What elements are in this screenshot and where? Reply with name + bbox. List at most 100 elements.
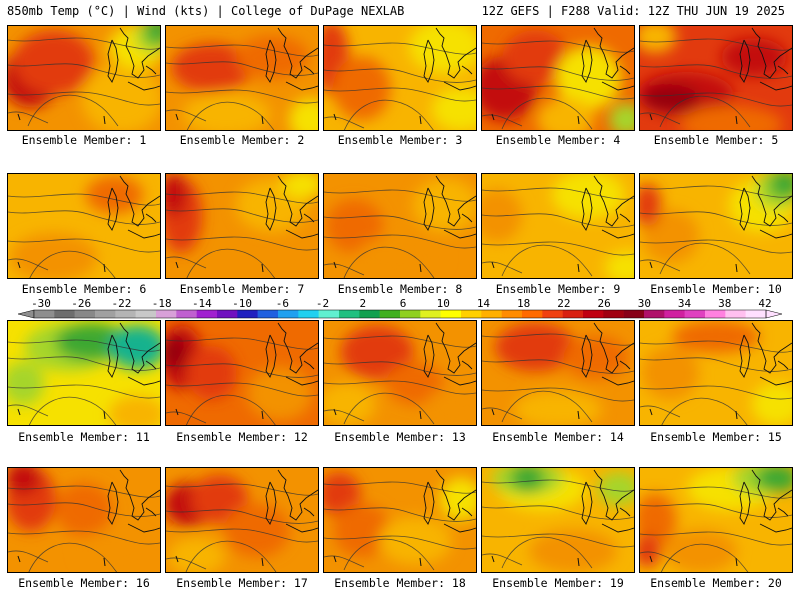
temperature-region <box>641 346 700 400</box>
temperature-region <box>108 325 160 369</box>
coastline <box>581 27 634 91</box>
height-contour <box>324 535 476 550</box>
temperature-region <box>755 468 792 493</box>
colorbar-segment <box>400 310 421 318</box>
height-contour <box>482 387 634 402</box>
colorbar-segment <box>542 310 563 318</box>
height-contour <box>8 502 160 517</box>
height-contour <box>482 333 634 346</box>
height-contour <box>166 483 318 496</box>
colorbar-segment <box>420 310 441 318</box>
temperature-region <box>324 382 376 425</box>
height-contour <box>166 109 207 122</box>
height-contour <box>185 540 277 572</box>
height-contour <box>482 359 634 374</box>
coastline <box>461 213 473 223</box>
wind-barb <box>577 410 580 420</box>
colorbar-tick-label: 26 <box>597 297 610 310</box>
ensemble-member-map <box>323 173 477 279</box>
height-contour <box>324 555 365 568</box>
temperature-region <box>8 468 41 495</box>
wind-barb <box>17 555 21 563</box>
colorbar-segment <box>359 310 380 318</box>
colorbar-tick-label: 30 <box>638 297 651 310</box>
height-contour <box>640 64 792 79</box>
height-contour <box>640 357 792 372</box>
temperature-region <box>378 516 452 565</box>
height-contour <box>482 85 634 100</box>
coastline <box>619 360 631 370</box>
ensemble-member-map <box>165 467 319 573</box>
height-contour <box>482 407 523 420</box>
height-contour <box>640 92 792 107</box>
colorbar-segment <box>54 310 75 318</box>
temperature-region <box>325 199 384 253</box>
temperature-region <box>166 174 188 217</box>
temperature-region <box>439 477 476 521</box>
temperature-region <box>13 30 94 95</box>
height-contour <box>640 503 792 518</box>
ensemble-member-map <box>7 467 161 573</box>
colorbar-segment <box>176 310 197 318</box>
wind-barb <box>175 408 179 416</box>
temperature-region <box>8 361 45 405</box>
coastline <box>145 507 157 517</box>
ensemble-member-map <box>165 320 319 426</box>
height-contour <box>482 479 634 492</box>
colorbar-segment <box>522 310 543 318</box>
height-contour <box>8 238 160 253</box>
height-contour <box>640 340 792 353</box>
temperature-region <box>664 529 738 572</box>
coastline <box>145 360 157 370</box>
colorbar-segment <box>664 310 685 318</box>
coastline <box>739 469 792 533</box>
coastline <box>265 175 318 239</box>
coastline <box>777 507 789 517</box>
temperature-region <box>672 321 760 353</box>
height-contour <box>640 531 792 546</box>
colorbar-segment <box>725 310 746 318</box>
height-contour <box>659 95 751 128</box>
ensemble-member-map <box>7 320 161 426</box>
coastline <box>581 175 634 239</box>
height-contour <box>324 234 476 249</box>
temperature-region <box>640 534 662 568</box>
height-contour <box>324 335 476 348</box>
coastline <box>619 65 631 75</box>
height-contour <box>482 187 634 200</box>
colorbar-arrow-low <box>17 309 35 319</box>
colorbar-segment <box>501 310 523 318</box>
wind-barb <box>419 410 422 420</box>
height-contour <box>166 363 318 378</box>
temperature-region <box>190 475 248 524</box>
height-contour <box>324 409 365 422</box>
height-contour <box>27 94 119 127</box>
height-contour <box>8 210 160 225</box>
colorbar-segment <box>705 310 726 318</box>
height-contour <box>324 215 476 230</box>
ensemble-member-label: Ensemble Member: 10 <box>650 282 782 296</box>
height-contour <box>324 116 365 129</box>
wind-barb <box>175 555 179 563</box>
colorbar-segment <box>115 310 136 318</box>
coastline <box>423 175 476 239</box>
wind-barb <box>17 261 21 269</box>
temperature-region <box>495 322 576 372</box>
temperature-region <box>502 30 568 84</box>
temperature-region <box>333 56 391 121</box>
colorbar-tick-label: 34 <box>678 297 692 310</box>
height-contour <box>186 394 276 425</box>
height-contour <box>343 538 435 571</box>
ensemble-member-map <box>481 173 635 279</box>
height-contour <box>166 557 207 570</box>
wind-barb <box>261 263 264 273</box>
colorbar-tick-label: -10 <box>232 297 252 310</box>
height-contour <box>344 99 434 130</box>
temperature-region <box>605 251 634 278</box>
height-contour <box>482 241 634 256</box>
coastline <box>145 65 157 75</box>
height-contour <box>640 385 792 400</box>
ensemble-member-label: Ensemble Member: 1 <box>21 133 147 147</box>
wind-barb <box>649 261 653 269</box>
temperature-region <box>413 178 476 232</box>
